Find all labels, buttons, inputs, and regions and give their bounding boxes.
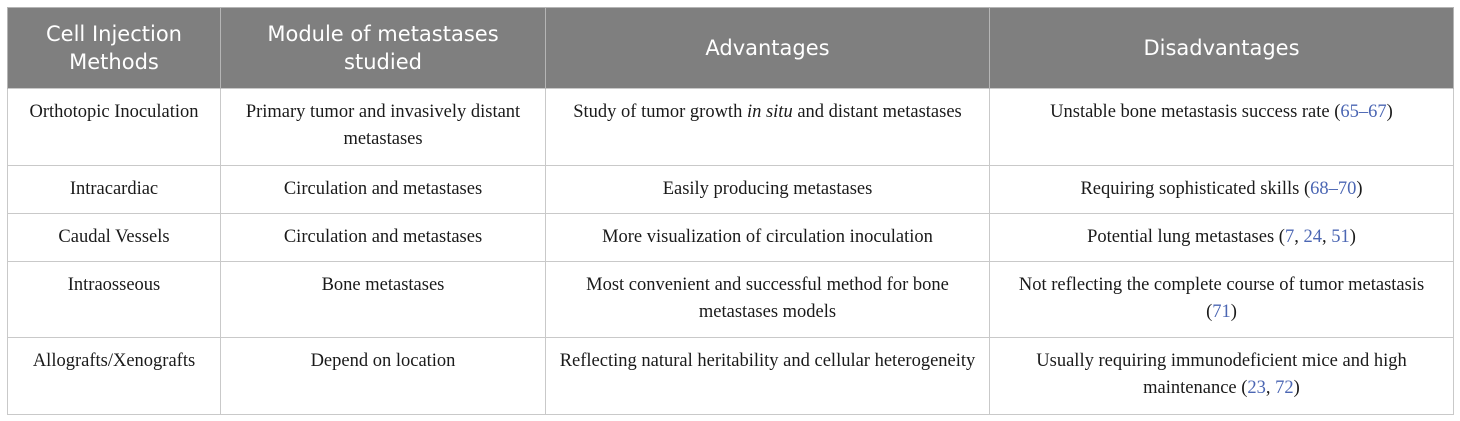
method-cell: Caudal Vessels [7, 213, 221, 262]
module-cell: Primary tumor and invasively distant met… [220, 88, 546, 166]
advantages-italic-text: in situ [746, 102, 793, 122]
advantages-cell: Easily producing metastases [545, 165, 990, 214]
advantages-text: and distant metastases [797, 102, 962, 122]
header-row: Cell Injection Methods Module of metasta… [7, 7, 1454, 89]
disadvantages-text: Usually requiring immunodeficient mice a… [1036, 351, 1407, 398]
header-module-of-metastases: Module of metastases studied [220, 7, 546, 89]
methods-table: Cell Injection Methods Module of metasta… [7, 7, 1454, 415]
table-row: Allografts/Xenografts Depend on location… [7, 337, 1454, 415]
table-header: Cell Injection Methods Module of metasta… [7, 7, 1454, 89]
module-cell: Depend on location [220, 337, 546, 415]
reference-link[interactable]: 51 [1331, 227, 1350, 247]
disadvantages-cell: Not reflecting the complete course of tu… [989, 261, 1454, 338]
disadvantages-text: Potential lung metastases [1087, 227, 1275, 247]
disadvantages-cell: Requiring sophisticated skills (68–70) [989, 165, 1454, 214]
reference-link[interactable]: 24 [1303, 227, 1322, 247]
advantages-cell: More visualization of circulation inocul… [545, 213, 990, 262]
advantages-cell: Reflecting natural heritability and cell… [545, 337, 990, 415]
table-row: Intracardiac Circulation and metastases … [7, 165, 1454, 214]
disadvantages-text: Unstable bone metastasis success rate [1050, 102, 1330, 122]
advantages-cell: Study of tumor growth in situ and distan… [545, 88, 990, 166]
header-cell-injection-methods: Cell Injection Methods [7, 7, 221, 89]
header-disadvantages: Disadvantages [989, 7, 1454, 89]
disadvantages-text: Requiring sophisticated skills [1080, 179, 1300, 199]
table-body: Orthotopic Inoculation Primary tumor and… [7, 88, 1454, 415]
method-cell: Intracardiac [7, 165, 221, 214]
reference-link[interactable]: 71 [1212, 302, 1231, 322]
disadvantages-cell: Potential lung metastases (7, 24, 51) [989, 213, 1454, 262]
table-row: Caudal Vessels Circulation and metastase… [7, 213, 1454, 262]
disadvantages-cell: Unstable bone metastasis success rate (6… [989, 88, 1454, 166]
module-cell: Circulation and metastases [220, 213, 546, 262]
reference-link[interactable]: 23 [1247, 378, 1266, 398]
disadvantages-text: Not reflecting the complete course of tu… [1018, 275, 1425, 295]
module-cell: Bone metastases [220, 261, 546, 338]
method-cell: Allografts/Xenografts [7, 337, 221, 415]
disadvantages-cell: Usually requiring immunodeficient mice a… [989, 337, 1454, 415]
reference-link[interactable]: 72 [1275, 378, 1294, 398]
advantages-text: Study of tumor growth [573, 102, 743, 122]
header-advantages: Advantages [545, 7, 990, 89]
advantages-cell: Most convenient and successful method fo… [545, 261, 990, 338]
table-row: Orthotopic Inoculation Primary tumor and… [7, 88, 1454, 166]
reference-link[interactable]: 7 [1284, 227, 1295, 247]
reference-link[interactable]: 68–70 [1310, 179, 1357, 199]
module-cell: Circulation and metastases [220, 165, 546, 214]
method-cell: Intraosseous [7, 261, 221, 338]
reference-link[interactable]: 65–67 [1340, 102, 1387, 122]
table-row: Intraosseous Bone metastases Most conven… [7, 261, 1454, 338]
method-cell: Orthotopic Inoculation [7, 88, 221, 166]
